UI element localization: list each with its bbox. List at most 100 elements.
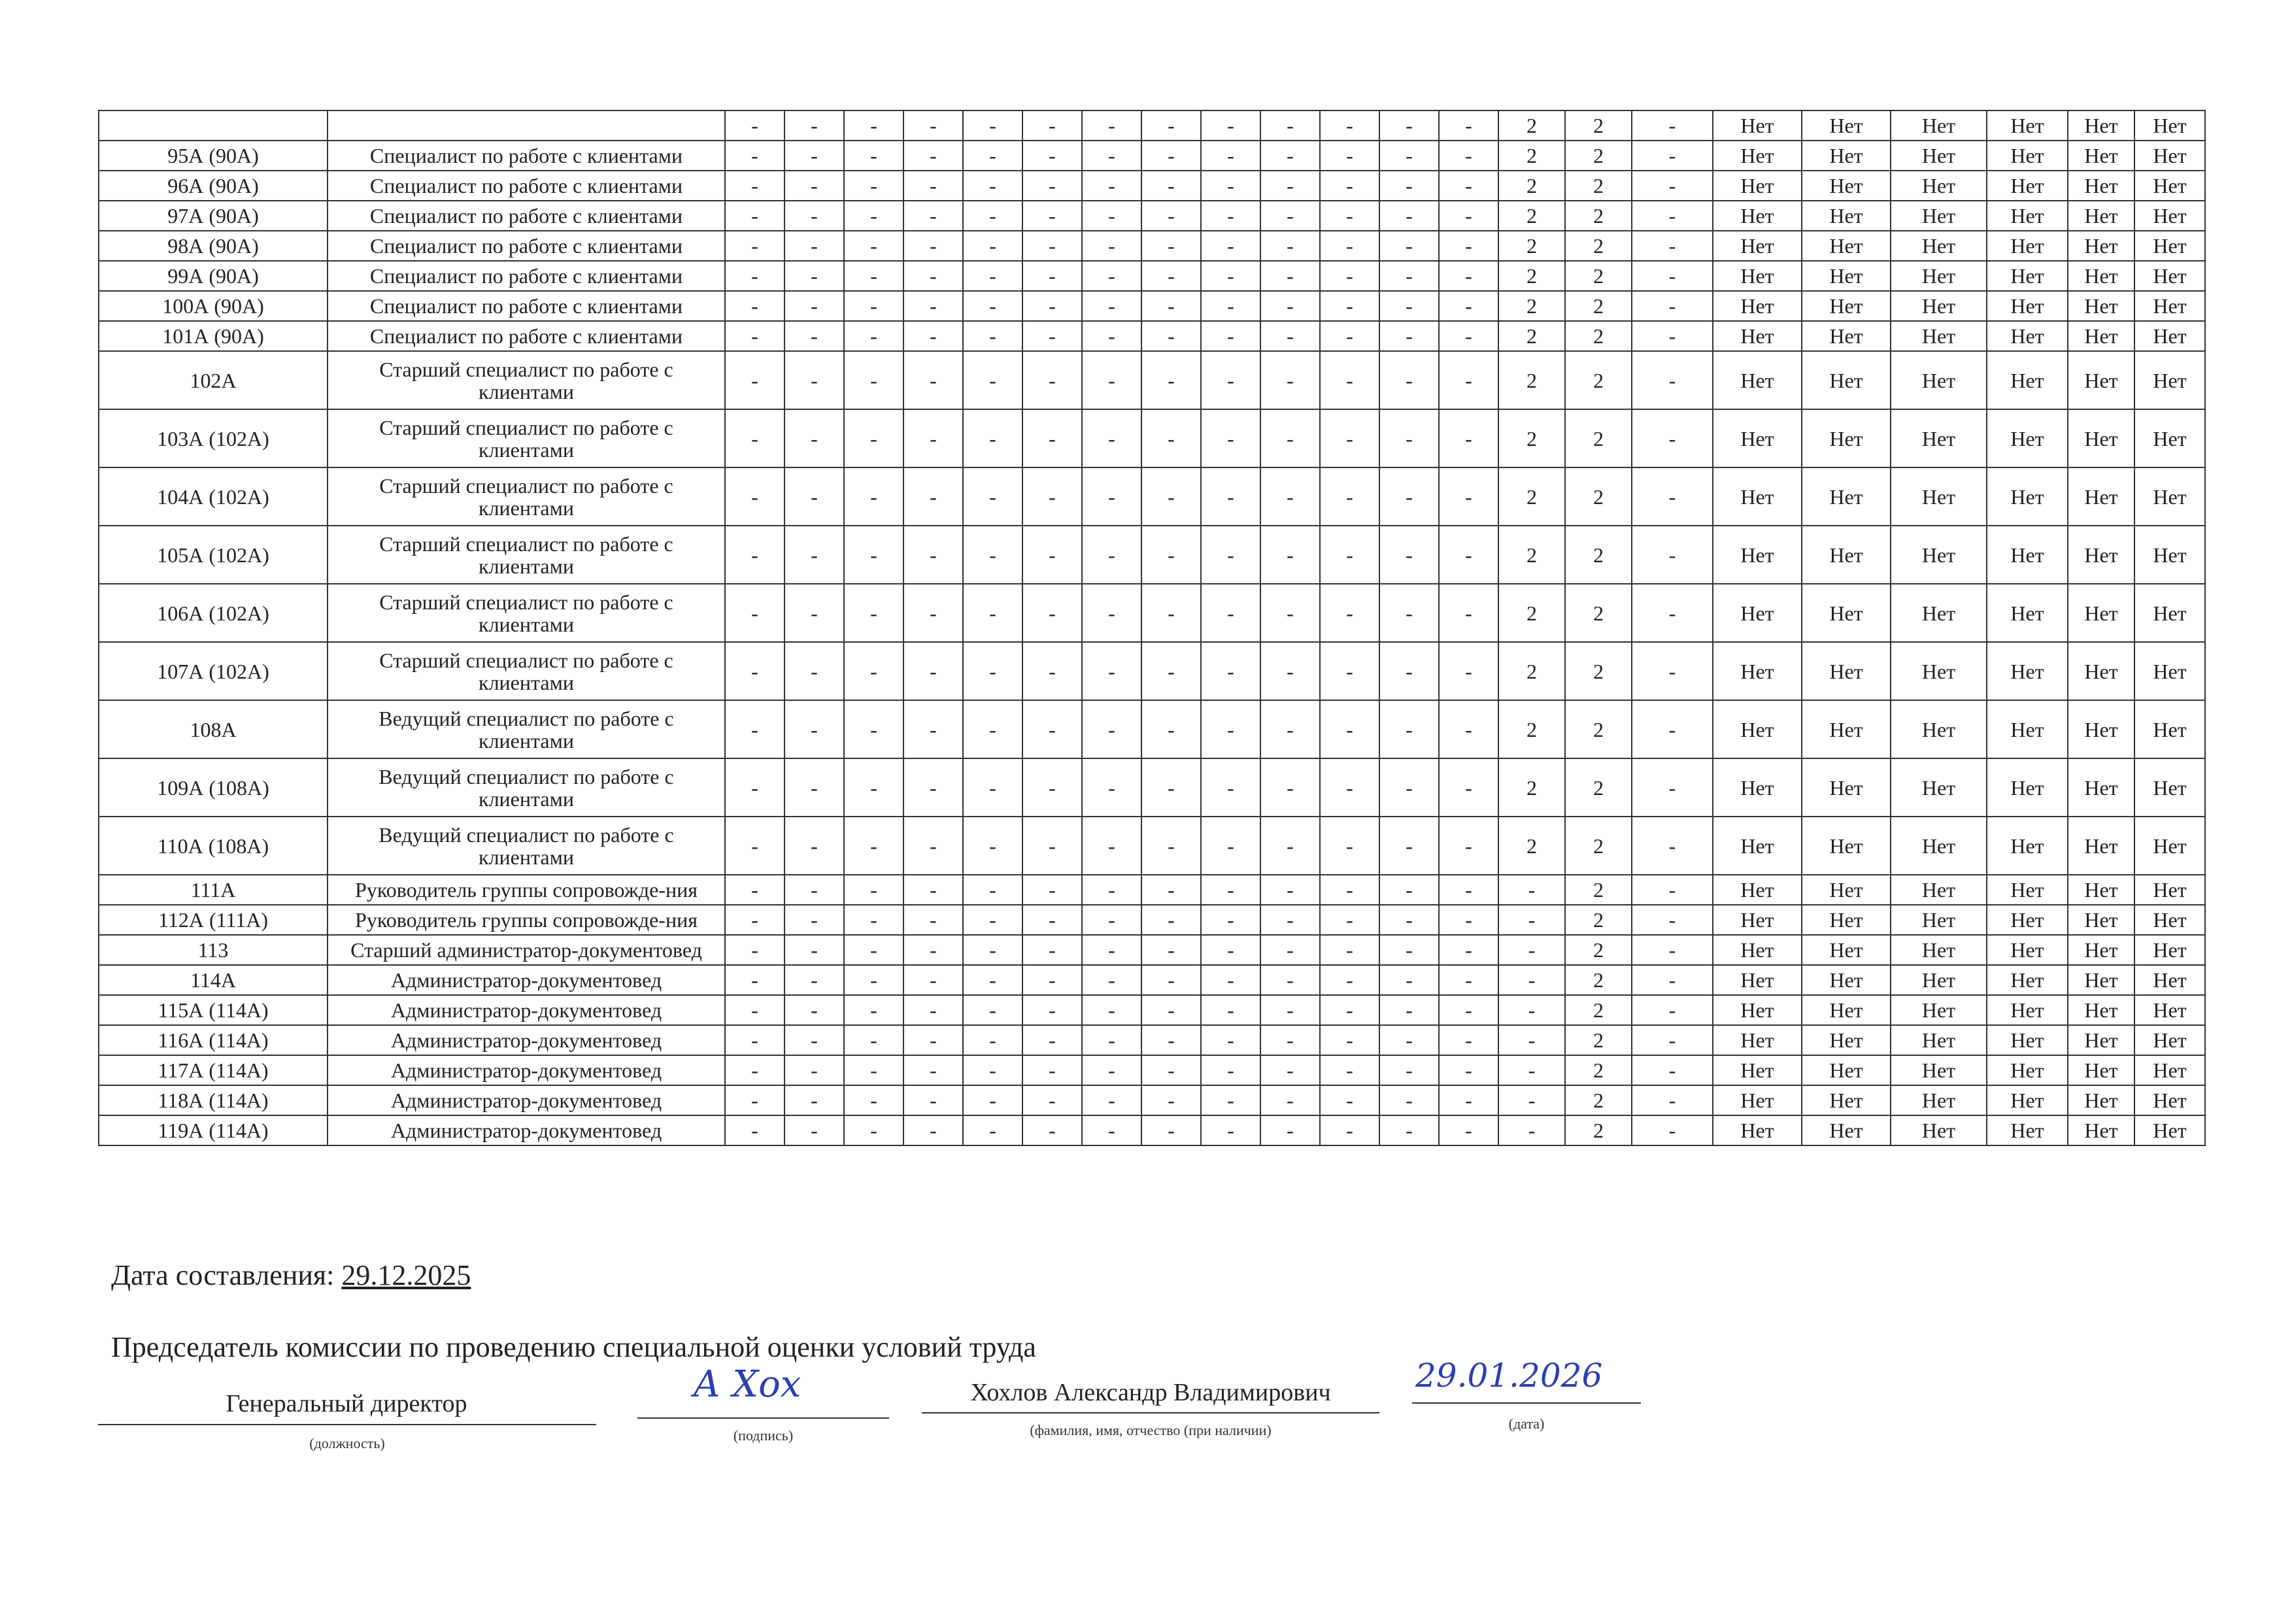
table-row: 111А Руководитель группы сопровожде-ния - -…: [98, 874, 2206, 905]
table-cell: -: [1319, 758, 1380, 817]
table-cell: 2: [1564, 350, 1632, 410]
table-cell: Нет: [1801, 964, 1891, 996]
table-cell: Нет: [1801, 110, 1891, 141]
signed-date: 29.01.2026: [1415, 1357, 1603, 1395]
table-cell: 2: [1498, 320, 1566, 352]
table-cell: -: [1319, 1055, 1380, 1086]
table-cell: Нет: [1890, 140, 1987, 171]
table-cell: -: [962, 1024, 1023, 1056]
table-cell: Нет: [1712, 200, 1802, 231]
table-cell: Нет: [1890, 525, 1987, 584]
table-cell: Нет: [1986, 110, 2068, 141]
table-cell: -: [1081, 170, 1142, 201]
table-cell: Нет: [1890, 964, 1987, 996]
assessment-table: - - - - - - - - - - - - -2 2- Нет Нет Нет Нет Нет Нет 95А (9…: [98, 110, 2206, 1146]
table-cell: -: [1141, 260, 1202, 292]
table-row: 102А Старший специалист по работе с клиен…: [98, 350, 2206, 410]
table-cell: Нет: [1986, 1024, 2068, 1056]
table-cell: 2: [1498, 200, 1566, 231]
table-cell: -: [1081, 525, 1142, 584]
table-cell: -: [1022, 758, 1083, 817]
table-cell: Нет: [1801, 994, 1891, 1026]
table-cell: -: [784, 874, 845, 905]
table-cell: -: [1438, 1055, 1499, 1086]
table-cell: Нет: [2067, 260, 2135, 292]
table-cell: Нет: [2067, 467, 2135, 526]
table-cell: Нет: [1712, 467, 1802, 526]
table-cell: -: [843, 816, 904, 875]
table-cell: -: [1081, 409, 1142, 468]
table-cell: -: [784, 320, 845, 352]
table-cell: -: [1631, 994, 1713, 1026]
table-cell: Нет: [1986, 904, 2068, 936]
position-name: Старший специалист по работе с клиентами: [327, 350, 726, 410]
table-cell: -: [1319, 290, 1380, 322]
table-cell: -: [1141, 110, 1202, 141]
table-cell: -: [1081, 110, 1142, 141]
table-cell: Нет: [1712, 110, 1802, 141]
workplace-id: 108А: [98, 700, 328, 759]
table-cell: -: [903, 320, 964, 352]
workplace-id: 109А (108А): [98, 758, 328, 817]
table-cell: -: [843, 200, 904, 231]
table-cell: -: [784, 467, 845, 526]
table-cell: -: [724, 140, 785, 171]
table-row: 95А (90А) Специалист по работе с клиентам…: [98, 140, 2206, 171]
table-cell: -: [1022, 200, 1083, 231]
table-cell: Нет: [1801, 200, 1891, 231]
table-cell: -: [1081, 816, 1142, 875]
table-cell: -: [1260, 934, 1321, 966]
table-row: 108А Ведущий специалист по работе с клиен…: [98, 700, 2206, 759]
table-cell: Нет: [2134, 467, 2206, 526]
table-cell: -: [784, 816, 845, 875]
table-cell: -: [1631, 641, 1713, 701]
table-cell: Нет: [2134, 170, 2206, 201]
workplace-id: [98, 110, 328, 141]
table-cell: -: [1022, 350, 1083, 410]
table-cell: -: [784, 200, 845, 231]
table-cell: -: [1141, 904, 1202, 936]
table-cell: -: [903, 904, 964, 936]
position-name: Специалист по работе с клиентами: [327, 140, 726, 171]
table-cell: 2: [1498, 641, 1566, 701]
table-cell: -: [843, 583, 904, 643]
position-name: Специалист по работе с клиентами: [327, 200, 726, 231]
table-cell: Нет: [1801, 1115, 1891, 1146]
workplace-id: 110А (108А): [98, 816, 328, 875]
table-cell: Нет: [1801, 641, 1891, 701]
table-cell: -: [1022, 320, 1083, 352]
table-cell: -: [843, 110, 904, 141]
table-cell: -: [1379, 904, 1440, 936]
table-cell: -: [1022, 964, 1083, 996]
table-cell: -: [843, 641, 904, 701]
table-cell: 2: [1564, 170, 1632, 201]
table-cell: Нет: [2067, 758, 2135, 817]
table-cell: -: [1141, 525, 1202, 584]
table-cell: -: [1260, 409, 1321, 468]
table-cell: -: [1438, 641, 1499, 701]
position-name: Старший специалист по работе с клиентами: [327, 467, 726, 526]
position-name: Ведущий специалист по работе с клиентами: [327, 700, 726, 759]
table-cell: -: [1200, 170, 1261, 201]
table-cell: -: [1631, 260, 1713, 292]
table-cell: -: [1081, 1085, 1142, 1116]
table-cell: Нет: [2067, 1055, 2135, 1086]
table-cell: Нет: [1801, 525, 1891, 584]
table-cell: -: [903, 260, 964, 292]
workplace-id: 104А (102А): [98, 467, 328, 526]
table-cell: Нет: [2134, 230, 2206, 262]
table-cell: Нет: [2134, 874, 2206, 905]
date-value: 29.12.2025: [341, 1259, 471, 1291]
position-name: Старший специалист по работе с клиентами: [327, 409, 726, 468]
table-cell: -: [1438, 874, 1499, 905]
table-cell: -: [1200, 230, 1261, 262]
table-cell: Нет: [2067, 525, 2135, 584]
table-cell: -: [1200, 904, 1261, 936]
table-cell: 2: [1564, 700, 1632, 759]
table-cell: -: [843, 1085, 904, 1116]
table-cell: -: [1498, 1055, 1566, 1086]
table-cell: 2: [1498, 290, 1566, 322]
table-cell: -: [1631, 758, 1713, 817]
table-cell: -: [1081, 874, 1142, 905]
table-cell: -: [962, 964, 1023, 996]
